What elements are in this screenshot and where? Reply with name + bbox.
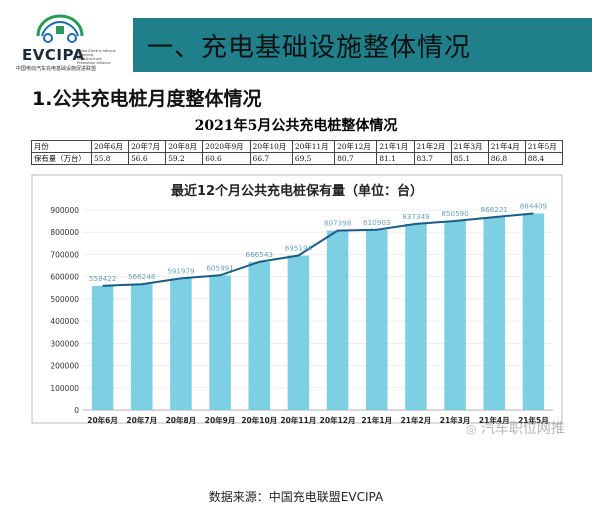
trend-line xyxy=(102,212,534,287)
wechat-icon: ◎ xyxy=(466,422,477,436)
logo-chinese-name: 中国电动汽车充电基础设施促进联盟 xyxy=(16,66,97,72)
section-title: 1.公共充电桩月度整体情况 xyxy=(32,88,262,110)
y-tick-label: 700000 xyxy=(50,250,79,259)
data-label: 868221 xyxy=(481,205,508,214)
table-cell-value: 59.2 xyxy=(165,152,204,165)
y-tick-label: 900000 xyxy=(50,206,79,215)
table-cell-month: 20年7月 xyxy=(128,140,167,153)
data-label: 810903 xyxy=(363,218,390,227)
data-label: 558422 xyxy=(89,274,116,283)
table-row-values: 保有量（万台） 55.8 56.6 59.2 60.6 66.7 69.5 80.7 81.1… xyxy=(31,152,564,165)
x-tick-label: 21年5月 xyxy=(518,415,549,424)
x-tick-label: 20年6月 xyxy=(87,415,118,424)
x-tick-label: 20年10月 xyxy=(241,415,277,424)
watermark: ◎ 汽车职位网推 xyxy=(466,418,565,438)
logo-title: EVCIPA xyxy=(22,46,85,64)
bar xyxy=(405,223,427,410)
table-cell-month: 21年2月 xyxy=(413,140,452,153)
bar xyxy=(287,255,310,410)
source-note: 数据来源：中国充电联盟EVCIPA xyxy=(208,490,384,504)
evcipa-logo: EVCIPA China Electric Vehicle Charging I… xyxy=(10,8,120,72)
y-tick-label: 100000 xyxy=(50,384,79,393)
data-label: 666543 xyxy=(246,250,273,259)
bar xyxy=(209,275,231,410)
table-cell-month: 20年10月 xyxy=(249,140,293,153)
bar xyxy=(444,220,466,410)
data-label: 695194 xyxy=(285,244,313,253)
banner-title: 一、充电基础设施整体情况 xyxy=(147,33,472,63)
table-cell-value: 86.8 xyxy=(487,152,526,165)
x-tick-label: 21年2月 xyxy=(401,415,432,424)
bar xyxy=(130,284,153,410)
table-cell-month: 21年4月 xyxy=(487,140,526,153)
data-label: 850590 xyxy=(441,209,469,218)
bar xyxy=(248,261,271,410)
y-tick-label: 0 xyxy=(74,406,79,415)
x-tick-label: 20年9月 xyxy=(205,415,236,424)
table-cell-value: 83.7 xyxy=(413,152,452,165)
data-label: 837349 xyxy=(402,212,430,221)
x-tick-label: 21年4月 xyxy=(479,415,510,424)
x-tick-label: 20年12月 xyxy=(320,415,356,424)
y-tick-label: 500000 xyxy=(50,295,79,304)
x-tick-label: 20年11月 xyxy=(280,415,316,424)
x-tick-label: 21年3月 xyxy=(440,415,471,424)
table-cell-month: 20年6月 xyxy=(90,140,130,153)
y-tick-label: 400000 xyxy=(50,317,79,326)
data-label: 605991 xyxy=(206,263,233,272)
title-banner: 一、充电基础设施整体情况 xyxy=(133,18,592,72)
electric-car-logo-icon xyxy=(36,14,84,43)
bar xyxy=(326,230,349,410)
data-label: 566248 xyxy=(128,272,156,281)
data-label: 591979 xyxy=(167,266,195,275)
x-tick-label: 20年7月 xyxy=(126,415,157,424)
table-row-label: 月份 xyxy=(31,140,92,153)
table-title: 2021年5月公共充电桩整体情况 xyxy=(194,118,398,134)
x-tick-label: 20年8月 xyxy=(166,415,197,424)
table-cell-value: 81.1 xyxy=(376,152,415,165)
table-cell-value: 69.5 xyxy=(291,152,336,165)
table-row-label: 保有量（万台） xyxy=(31,152,92,165)
x-tick-label: 21年1月 xyxy=(361,415,392,424)
bar xyxy=(91,285,114,410)
table-cell-month: 20年12月 xyxy=(334,140,378,153)
table-cell-month: 21年5月 xyxy=(524,140,564,153)
table-cell-value: 66.7 xyxy=(249,152,293,165)
table-cell-value: 80.7 xyxy=(334,152,378,165)
data-label: 807398 xyxy=(324,219,352,228)
chart-title: 最近12个月公共充电桩保有量（单位：台） xyxy=(170,184,424,199)
table-cell-month: 20年8月 xyxy=(165,140,204,153)
table-cell-month: 20年11月 xyxy=(291,140,336,153)
chart-container: 最近12个月公共充电桩保有量（单位：台） 0 100000 200000 300000… xyxy=(31,174,563,424)
table-cell-value: 85.1 xyxy=(450,152,489,165)
bar xyxy=(522,213,545,410)
bar xyxy=(365,229,388,410)
table-cell-value: 56.6 xyxy=(128,152,167,165)
table-cell-month: 2020年9月 xyxy=(202,140,251,153)
y-tick-label: 200000 xyxy=(50,362,79,371)
bar xyxy=(483,217,506,410)
bar xyxy=(170,278,192,410)
data-label: 884409 xyxy=(520,201,548,210)
logo-english-name: China Electric Vehicle Charging Infrastr… xyxy=(77,49,116,65)
chart-frame xyxy=(31,174,563,424)
table-cell-month: 21年1月 xyxy=(376,140,415,153)
bar-chart: 0 100000 200000 300000 400000 500000 600000 700… xyxy=(31,174,563,424)
watermark-text: 汽车职位网推 xyxy=(480,421,565,437)
table-cell-value: 88.4 xyxy=(524,152,564,165)
header: EVCIPA China Electric Vehicle Charging I… xyxy=(0,0,592,72)
y-tick-label: 800000 xyxy=(50,228,79,237)
y-tick-label: 600000 xyxy=(50,273,79,282)
y-tick-label: 300000 xyxy=(50,339,79,348)
table-cell-value: 60.6 xyxy=(202,152,251,165)
table-row-months: 月份 20年6月 20年7月 20年8月 2020年9月 20年10月 20年11月 20年… xyxy=(31,140,564,153)
table-cell-value: 55.8 xyxy=(90,152,130,165)
monthly-table: 月份 20年6月 20年7月 20年8月 2020年9月 20年10月 20年11月 20年… xyxy=(31,140,564,165)
table-cell-month: 21年3月 xyxy=(450,140,489,153)
